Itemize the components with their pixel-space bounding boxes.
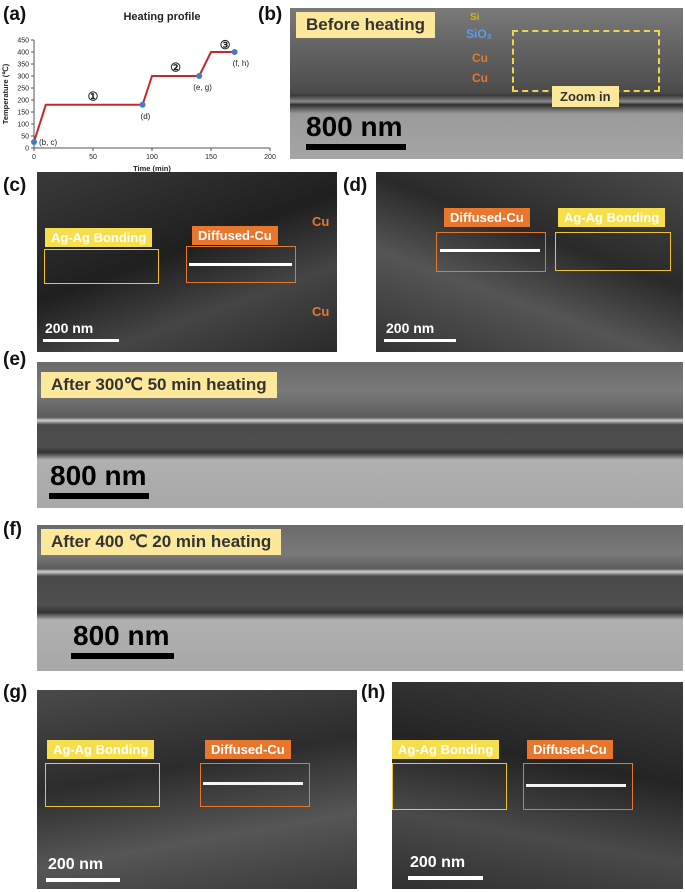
zoom-in-label: Zoom in — [552, 86, 619, 107]
tem-image-e: After 300℃ 50 min heating 800 nm — [37, 362, 683, 508]
tem-image-d: Diffused-Cu Ag-Ag Bonding 200 nm — [376, 172, 683, 352]
diffused-cu-box-c — [186, 246, 296, 283]
panel-c-label: (c) — [3, 175, 27, 196]
y-tick-label: 150 — [17, 110, 29, 117]
y-tick-label: 450 — [17, 38, 29, 45]
ag-ag-bonding-tag-g: Ag-Ag Bonding — [47, 740, 155, 759]
y-tick-label: 350 — [17, 62, 29, 69]
bright-line-g — [203, 782, 303, 785]
scale-bar-label-d: 200 nm — [386, 320, 435, 336]
heating-profile-chart: Heating profile 0 50 100 150 200 250 300 350 400 4… — [1, 11, 276, 173]
x-tick-label: 0 — [32, 154, 36, 161]
scale-bar-g — [46, 878, 120, 882]
scale-bar-h — [408, 876, 483, 880]
chart-title: Heating profile — [123, 11, 200, 23]
scale-bar-label-f: 800 nm — [73, 620, 170, 651]
scale-bar-label-h: 200 nm — [410, 854, 466, 871]
scale-bar-label-g: 200 nm — [48, 856, 104, 873]
tem-image-c: Cu Cu Ag-Ag Bonding Diffused-Cu 200 nm — [37, 172, 337, 352]
ag-ag-bonding-box-h — [392, 763, 507, 810]
diffused-cu-tag-d: Diffused-Cu — [444, 208, 530, 227]
ag-ag-bonding-box-d — [555, 232, 671, 271]
diffused-cu-box-d — [436, 232, 546, 272]
data-point-label: (b, c) — [39, 138, 58, 147]
data-point — [231, 49, 238, 55]
cu-label-top-c: Cu — [312, 214, 330, 229]
y-tick-label: 50 — [21, 134, 29, 141]
panel-h-label: (h) — [361, 682, 386, 703]
diffused-cu-tag-g: Diffused-Cu — [205, 740, 291, 759]
after-400-title: After 400 ℃ 20 min heating — [41, 529, 282, 555]
stage-marker: ② — [170, 61, 181, 75]
x-axis-label: Time (min) — [133, 164, 171, 173]
y-tick-label: 0 — [25, 146, 29, 153]
tem-image-before-heating: Before heating Si SiO₂ Cu Cu Zoom in 800… — [290, 8, 683, 159]
scale-bar-c — [43, 339, 119, 342]
after-300-title: After 300℃ 50 min heating — [41, 372, 277, 398]
diffused-cu-box-h — [523, 763, 633, 810]
data-point-label: (d) — [141, 112, 151, 121]
panel-d-label: (d) — [343, 175, 368, 196]
panel-e-label: (e) — [3, 349, 27, 370]
scale-bar-e — [49, 493, 149, 499]
x-tick-label: 200 — [264, 154, 276, 161]
scale-bar-label-c: 200 nm — [45, 320, 94, 336]
bright-line-h — [526, 784, 626, 787]
x-tick-label: 100 — [146, 154, 158, 161]
ag-ag-bonding-box-g — [45, 763, 160, 807]
tem-image-f: After 400 ℃ 20 min heating 800 nm — [37, 525, 683, 671]
diffused-cu-tag-c: Diffused-Cu — [192, 226, 278, 245]
tem-image-g: Ag-Ag Bonding Diffused-Cu 200 nm — [37, 690, 357, 889]
scale-bar-label-e: 800 nm — [50, 460, 147, 491]
ag-ag-bonding-tag-h: Ag-Ag Bonding — [392, 740, 500, 759]
ag-ag-bonding-tag-c: Ag-Ag Bonding — [45, 228, 153, 247]
bright-line-c — [189, 263, 292, 266]
y-tick-label: 250 — [17, 86, 29, 93]
ag-ag-bonding-box-c — [44, 249, 159, 284]
diffused-cu-tag-h: Diffused-Cu — [527, 740, 613, 759]
data-point — [139, 101, 146, 108]
stage-marker: ③ — [220, 38, 231, 52]
bright-line-d — [440, 249, 540, 252]
panel-b-label: (b) — [258, 4, 283, 25]
scale-bar-b — [306, 144, 406, 150]
layer-cu-label-1: Cu — [472, 51, 488, 65]
y-tick-label: 200 — [17, 98, 29, 105]
panel-f-label: (f) — [3, 519, 22, 540]
data-point-label: (e, g) — [193, 83, 212, 92]
scale-bar-label-b: 800 nm — [306, 111, 403, 142]
y-axis-label: Temperature (℃) — [1, 63, 10, 124]
cu-label-bottom-c: Cu — [312, 304, 330, 319]
zoom-in-box — [512, 30, 660, 92]
data-point — [31, 139, 37, 145]
x-tick-label: 150 — [205, 154, 217, 161]
diffused-cu-box-g — [200, 763, 310, 807]
layer-cu-label-2: Cu — [472, 71, 488, 85]
scale-bar-f — [71, 653, 174, 659]
panel-g-label: (g) — [3, 682, 28, 703]
ag-ag-bonding-tag-d: Ag-Ag Bonding — [558, 208, 666, 227]
before-heating-title: Before heating — [296, 12, 436, 38]
series-line-0 — [33, 51, 235, 143]
stage-marker: ① — [88, 89, 99, 103]
scale-bar-d — [384, 339, 456, 342]
data-point — [196, 73, 203, 79]
tem-image-h: Ag-Ag Bonding Diffused-Cu 200 nm — [392, 682, 683, 889]
data-point-label: (f, h) — [233, 59, 250, 68]
panel-a-label: (a) — [3, 4, 27, 25]
layer-si-label: Si — [470, 12, 480, 23]
y-tick-label: 300 — [17, 74, 29, 81]
y-tick-label: 100 — [17, 122, 29, 129]
y-tick-label: 400 — [17, 50, 29, 57]
x-tick-label: 50 — [89, 154, 97, 161]
layer-sio2-label: SiO₂ — [466, 27, 493, 41]
